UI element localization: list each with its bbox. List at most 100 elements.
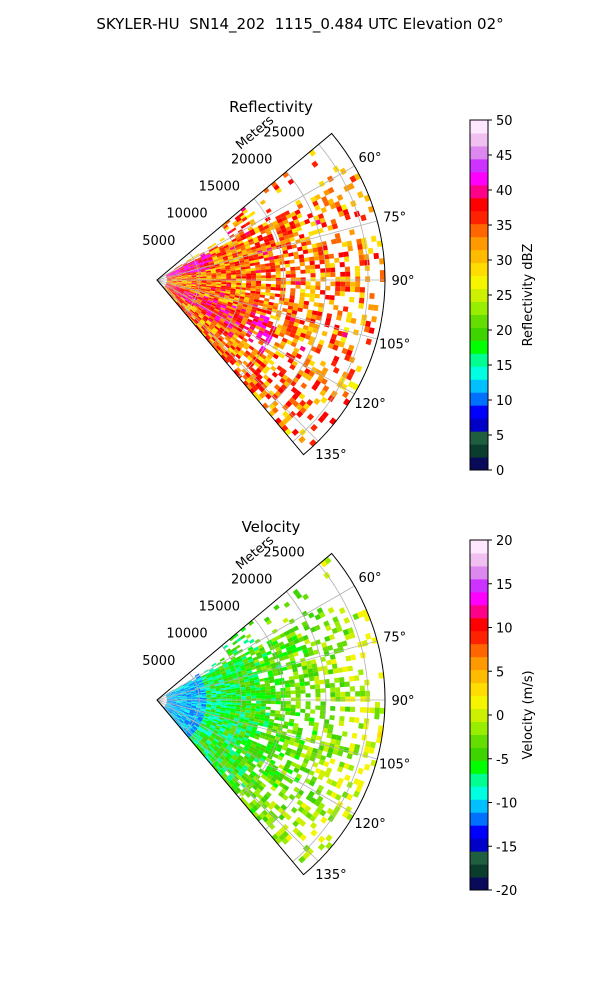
colorbar-swatch: [470, 734, 488, 748]
azimuth-gridline: [156, 640, 378, 701]
colorbar-swatch: [470, 656, 488, 671]
range-tick-label: 10000: [166, 627, 207, 642]
colorbar-swatch: [470, 379, 488, 393]
range-ring: [211, 225, 242, 345]
colorbar-swatch: [470, 786, 488, 800]
azimuth-gridline: [156, 699, 378, 760]
data-field: [163, 556, 385, 864]
theta-tick-label: 120°: [354, 397, 385, 412]
colorbar-label: Velocity (m/s): [521, 670, 536, 759]
colorbar-swatch: [470, 630, 488, 645]
colorbar-tick-label: -20: [496, 884, 517, 899]
theta-tick-label: 75°: [383, 210, 406, 225]
colorbar-swatch: [470, 392, 488, 406]
sector-frame: [156, 552, 386, 876]
colorbar-swatch: [470, 340, 488, 354]
colorbar-label: Reflectivity dBZ: [521, 244, 536, 347]
colorbar-swatch: [470, 275, 488, 290]
colorbar-swatch: [470, 223, 488, 238]
colorbar-swatch: [470, 197, 488, 212]
colorbar: -20 -15 -10 -5 0 5 10 15 20 Velocity (m/s): [469, 534, 536, 899]
colorbar-tick-label: 15: [496, 359, 513, 374]
colorbar-swatch: [470, 444, 488, 458]
colorbar-tick-label: 35: [496, 219, 513, 234]
range-ring: [292, 564, 369, 863]
range-tick-label: 5000: [142, 654, 175, 669]
colorbar-tick-label: 10: [496, 622, 513, 637]
theta-tick-label: 135°: [315, 868, 346, 883]
range-tick-label: 25000: [263, 545, 304, 560]
colorbar-tick-label: 50: [496, 114, 513, 129]
colorbar-swatch: [470, 288, 488, 302]
range-ring: [265, 171, 327, 410]
colorbar-swatch: [470, 747, 488, 761]
theta-tick-label: 90°: [391, 274, 414, 289]
azimuth-gridline: [156, 220, 378, 281]
colorbar-tick-label: 10: [496, 394, 513, 409]
colorbar-swatch: [470, 418, 488, 432]
azimuth-gridline: [156, 585, 355, 701]
colorbar-tick-label: 25: [496, 289, 513, 304]
theta-tick-label: 60°: [359, 571, 382, 586]
colorbar-swatch: [470, 132, 488, 147]
colorbar-tick-label: -10: [496, 797, 517, 812]
colorbar-swatch: [470, 708, 488, 722]
colorbar-swatch: [470, 669, 488, 684]
range-tick-label: 5000: [142, 234, 175, 249]
colorbar-swatch: [470, 552, 488, 567]
colorbar-swatch: [470, 540, 488, 554]
azimuth-gridline: [156, 279, 319, 442]
theta-tick-label: 120°: [354, 817, 385, 832]
colorbar-tick-label: 5: [496, 429, 504, 444]
colorbar-swatch: [470, 314, 488, 328]
colorbar-swatch: [470, 643, 488, 658]
range-ring: [238, 618, 285, 798]
colorbar-swatch: [470, 145, 488, 160]
colorbar-swatch: [470, 617, 488, 632]
colorbar-swatch: [470, 171, 488, 186]
theta-tick-label: 90°: [391, 694, 414, 709]
range-ring: [211, 645, 242, 765]
colorbar-swatch: [470, 565, 488, 580]
theta-tick-label: 105°: [379, 338, 410, 353]
azimuth-gridline: [156, 699, 319, 862]
azimuth-gridline: [156, 279, 378, 340]
colorbar-swatch: [470, 877, 488, 891]
colorbar-swatch: [470, 682, 488, 697]
colorbar-swatch: [470, 864, 488, 878]
colorbar-swatch: [470, 353, 488, 367]
colorbar-tick-label: 20: [496, 324, 513, 339]
colorbar-tick-label: -15: [496, 840, 517, 855]
range-tick-label: 15000: [199, 180, 240, 195]
colorbar-swatch: [470, 591, 488, 606]
panel-reflectivity: 60° 75° 90° 105° 120° 135° 5000 10000 15000 20000…: [142, 98, 536, 479]
colorbar-tick-label: 0: [496, 464, 504, 479]
azimuth-gridline: [156, 279, 355, 395]
colorbar-swatch: [470, 851, 488, 865]
colorbar-swatch: [470, 236, 488, 251]
range-ring: [265, 591, 327, 830]
colorbar-swatch: [470, 721, 488, 735]
range-tick-label: 15000: [199, 600, 240, 615]
colorbar-swatch: [470, 431, 488, 445]
figure-title: SKYLER-HU SN14_202 1115_0.484 UTC Elevat…: [96, 15, 504, 33]
colorbar-tick-label: 0: [496, 709, 504, 724]
colorbar: 0 5 10 15 20 25 30 35 40 45 50 Reflectivity dBZ: [469, 114, 536, 479]
azimuth-gridline: [156, 699, 355, 815]
colorbar-tick-label: 30: [496, 254, 513, 269]
theta-tick-label: 60°: [359, 151, 382, 166]
colorbar-swatch: [470, 457, 488, 471]
colorbar-tick-label: 5: [496, 665, 504, 680]
colorbar-swatch: [470, 812, 488, 826]
colorbar-swatch: [470, 366, 488, 380]
colorbar-swatch: [470, 327, 488, 341]
theta-tick-label: 105°: [379, 758, 410, 773]
colorbar-swatch: [470, 838, 488, 852]
azimuth-gridline: [156, 165, 355, 281]
colorbar-swatch: [470, 799, 488, 813]
sector-frame: [156, 132, 386, 456]
panel-title: Velocity: [242, 518, 301, 536]
colorbar-swatch: [470, 120, 488, 134]
colorbar-tick-label: 15: [496, 578, 513, 593]
